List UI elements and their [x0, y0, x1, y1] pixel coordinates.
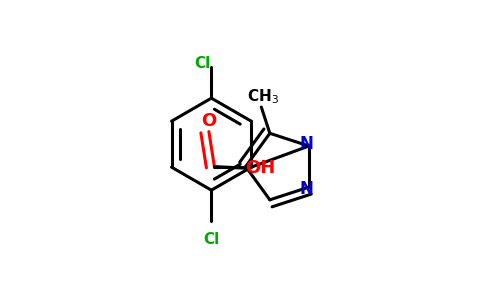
- Text: Cl: Cl: [194, 56, 211, 71]
- Text: O: O: [201, 112, 216, 130]
- Text: Cl: Cl: [203, 232, 220, 247]
- Text: OH: OH: [245, 159, 275, 177]
- Text: CH$_3$: CH$_3$: [247, 87, 279, 106]
- Text: N: N: [299, 180, 313, 198]
- Text: N: N: [299, 135, 313, 153]
